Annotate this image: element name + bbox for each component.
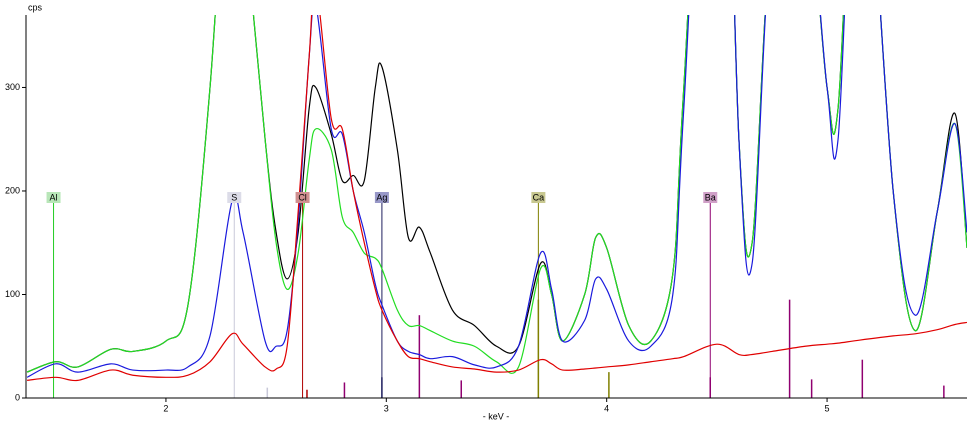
spectrum-line [27,15,967,382]
y-axis-label: cps [28,2,43,12]
element-label: S [231,192,237,202]
x-axis-label: - keV - [483,411,510,421]
x-tick-label: 4 [604,403,609,413]
element-label-box [531,192,546,203]
y-tick-label: 0 [15,392,20,402]
element-label-box [46,192,61,203]
element-label: Al [50,192,58,202]
element-label: Cl [298,192,307,202]
element-label-box [295,192,310,203]
element-label-box [227,192,242,203]
x-tick-label: 5 [825,403,830,413]
spectrum-line [26,15,967,378]
x-tick-label: 3 [384,403,389,413]
element-label: Ag [376,192,387,202]
y-tick-label: 100 [5,289,20,299]
element-label: Ba [705,192,716,202]
element-label-box [703,192,718,203]
element-label: Ca [533,192,545,202]
plot-area [26,15,967,398]
y-tick-label: 200 [5,185,20,195]
x-tick-label: 2 [163,403,168,413]
element-label-box [374,192,389,203]
y-tick-label: 300 [5,82,20,92]
